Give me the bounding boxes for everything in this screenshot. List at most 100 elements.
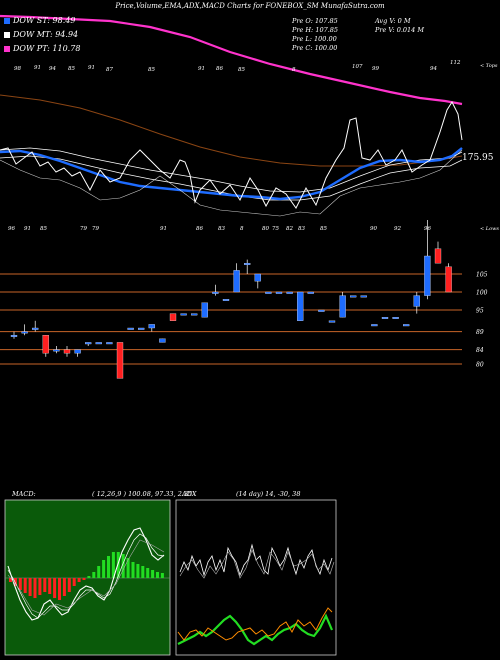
adx-line-shadow bbox=[179, 549, 335, 579]
top-tick-label: 91 bbox=[198, 66, 205, 72]
di-minus-line bbox=[177, 607, 333, 641]
ema-short-line bbox=[0, 147, 463, 201]
top-tick-label: 94 bbox=[49, 66, 56, 72]
price-low-line bbox=[0, 149, 463, 217]
candle-body bbox=[212, 291, 219, 294]
macd-histogram-bar bbox=[102, 560, 106, 578]
macd-histogram-bar bbox=[43, 578, 47, 592]
macd-histogram-bar bbox=[116, 552, 120, 578]
legend-dow-mt: DOW MT: 94.94 bbox=[4, 30, 78, 39]
chart-title: Price,Volume,EMA,ADX,MACD Charts for FON… bbox=[115, 2, 385, 10]
candle-body bbox=[148, 324, 155, 329]
adx-panel-bg bbox=[175, 499, 337, 656]
price-level-label: 100 bbox=[476, 290, 488, 297]
candle-body bbox=[318, 309, 325, 312]
top-tick-labels: 98 91 94 85 91 87 85 91 86 85 8 107 99 94 112 bbox=[14, 60, 461, 73]
candle-body bbox=[413, 295, 420, 307]
macd-histogram-bar bbox=[156, 572, 159, 578]
price-level-label: 89 bbox=[476, 329, 484, 336]
candle-body bbox=[350, 295, 357, 298]
bottom-tick-label: 91 bbox=[160, 226, 167, 232]
macd-histogram-bar bbox=[151, 570, 155, 578]
candle-body bbox=[286, 291, 293, 294]
candle-body bbox=[116, 342, 124, 379]
candle-body bbox=[244, 263, 251, 265]
adx-params: (14 day) 14, -30, 38 bbox=[236, 490, 301, 498]
candle-body bbox=[371, 324, 378, 327]
prev-volume: Pre V: 0.014 M bbox=[375, 26, 425, 34]
prev-low: Pre L: 100.00 bbox=[292, 35, 337, 43]
legend-swatch-st bbox=[4, 18, 10, 24]
prev-open: Pre O: 107.85 bbox=[292, 17, 338, 25]
bottom-tick-label: 8 bbox=[240, 226, 244, 232]
macd-histogram-bar bbox=[111, 552, 115, 578]
top-tick-label: 94 bbox=[430, 66, 437, 72]
top-tick-label: 99 bbox=[372, 66, 379, 72]
candle-body bbox=[233, 270, 240, 293]
bottom-tick-label: 83 bbox=[298, 226, 305, 232]
top-tick-label: 91 bbox=[88, 65, 95, 71]
top-tick-label: 107 bbox=[352, 64, 363, 70]
top-tick-label: 87 bbox=[106, 67, 113, 73]
ema-mid-line bbox=[0, 94, 463, 167]
tops-tag: < Tops bbox=[480, 63, 498, 69]
macd-histogram-bar bbox=[131, 562, 135, 578]
candle-body bbox=[434, 248, 442, 264]
bottom-tick-label: 91 bbox=[24, 226, 31, 232]
last-price-label: 175.95 bbox=[462, 153, 494, 163]
top-tick-label: 98 bbox=[14, 66, 21, 72]
candle-body bbox=[53, 349, 60, 352]
macd-histogram-bar bbox=[82, 578, 86, 580]
macd-histogram-bar bbox=[53, 578, 57, 598]
top-tick-label: 112 bbox=[450, 60, 461, 66]
prev-high: Pre H: 107.85 bbox=[292, 26, 339, 34]
macd-histogram bbox=[9, 552, 164, 600]
candle-body bbox=[32, 327, 39, 330]
top-tick-label: 86 bbox=[216, 66, 223, 72]
top-tick-label: 85 bbox=[148, 67, 155, 73]
legend-dow-pt: DOW PT: 110.78 bbox=[4, 44, 80, 53]
top-tick-label: 91 bbox=[34, 65, 41, 71]
macd-label: MACD: bbox=[12, 490, 36, 498]
candle-body bbox=[21, 331, 28, 334]
macd-histogram-bar bbox=[107, 556, 110, 578]
macd-panel bbox=[4, 499, 171, 656]
candle-body bbox=[138, 327, 145, 330]
di-plus-line bbox=[177, 613, 334, 646]
macd-histogram-bar bbox=[141, 566, 145, 578]
macd-histogram-bar bbox=[121, 554, 125, 578]
price-level-label: 84 bbox=[476, 347, 484, 354]
top-tick-label: 8 bbox=[292, 67, 296, 73]
bottom-tick-label: 80 bbox=[262, 226, 269, 232]
candle-body bbox=[360, 295, 367, 298]
adx-label: ADX bbox=[182, 490, 197, 498]
macd-histogram-bar bbox=[58, 578, 61, 600]
macd-histogram-bar bbox=[77, 578, 81, 582]
macd-signal-line bbox=[7, 533, 165, 619]
candle-body bbox=[265, 291, 272, 294]
ema-panel: 175.95 < Tops < Lows bbox=[0, 14, 499, 232]
candle-body bbox=[381, 317, 389, 319]
legend-st-label: DOW ST: 98.49 bbox=[13, 16, 76, 25]
legend-pt-label: DOW PT: 110.78 bbox=[13, 44, 81, 53]
candle-body bbox=[180, 313, 187, 316]
price-level-label: 95 bbox=[476, 308, 484, 315]
bottom-tick-label: 83 bbox=[218, 226, 225, 232]
macd-histogram-bar bbox=[126, 558, 130, 578]
bottom-tick-label: 75 bbox=[272, 226, 279, 232]
candle-body bbox=[169, 313, 177, 321]
ema-band-upper bbox=[0, 147, 463, 193]
candle-body bbox=[42, 335, 49, 354]
macd-histogram-bar bbox=[18, 578, 22, 590]
macd-histogram-bar bbox=[38, 578, 42, 595]
legend-swatch-pt bbox=[4, 46, 10, 52]
candle-body bbox=[159, 338, 166, 343]
candlestick-series bbox=[10, 220, 452, 379]
price-close-line bbox=[0, 100, 463, 209]
macd-histogram-bar bbox=[92, 572, 96, 578]
candle-body bbox=[297, 291, 304, 321]
macd-histogram-bar bbox=[28, 578, 32, 596]
macd-histogram-bar bbox=[146, 568, 150, 578]
avg-volume: Avg V: 0 M bbox=[375, 17, 411, 25]
